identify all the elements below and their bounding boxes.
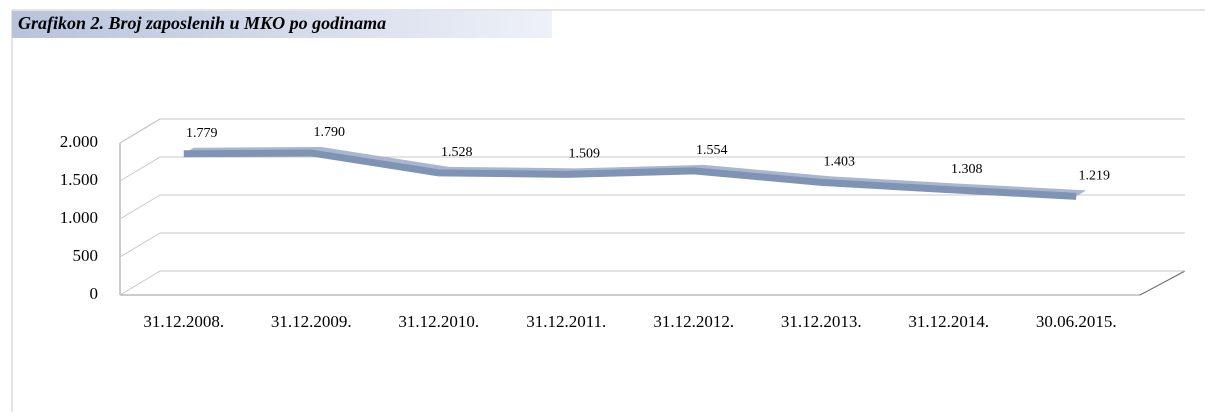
x-tick-label: 31.12.2012.	[653, 312, 734, 331]
x-tick-label: 31.12.2011.	[526, 312, 606, 331]
y-tick-label: 0	[90, 284, 99, 303]
data-label: 1.509	[569, 147, 601, 162]
y-tick-label: 1.000	[60, 208, 98, 227]
data-label: 1.790	[314, 125, 346, 140]
data-label: 1.554	[696, 143, 728, 158]
x-tick-label: 31.12.2008.	[143, 312, 224, 331]
x-tick-label: 31.12.2013.	[781, 312, 862, 331]
grid-side	[119, 270, 161, 296]
y-tick-label: 2.000	[60, 132, 98, 151]
data-label: 1.528	[441, 145, 473, 160]
data-label: 1.308	[951, 162, 983, 177]
title-box	[12, 11, 552, 38]
x-tick-label: 31.12.2014.	[908, 312, 989, 331]
data-label: 1.779	[186, 126, 218, 141]
x-tick-label: 30.06.2015.	[1036, 312, 1117, 331]
chart-title: Grafikon 2. Broj zaposlenih u MKO po god…	[18, 13, 386, 33]
x-tick-label: 31.12.2010.	[398, 312, 479, 331]
grid-side	[119, 194, 161, 220]
data-label: 1.403	[824, 155, 856, 170]
y-tick-label: 500	[73, 246, 99, 265]
grid-side	[119, 156, 161, 182]
x-tick-label: 31.12.2009.	[271, 312, 352, 331]
grid-side	[119, 232, 161, 258]
grid-side	[119, 118, 161, 144]
y-tick-label: 1.500	[60, 170, 98, 189]
line-series	[183, 149, 1077, 200]
data-label: 1.219	[1079, 169, 1111, 184]
floor-right	[1139, 270, 1186, 296]
